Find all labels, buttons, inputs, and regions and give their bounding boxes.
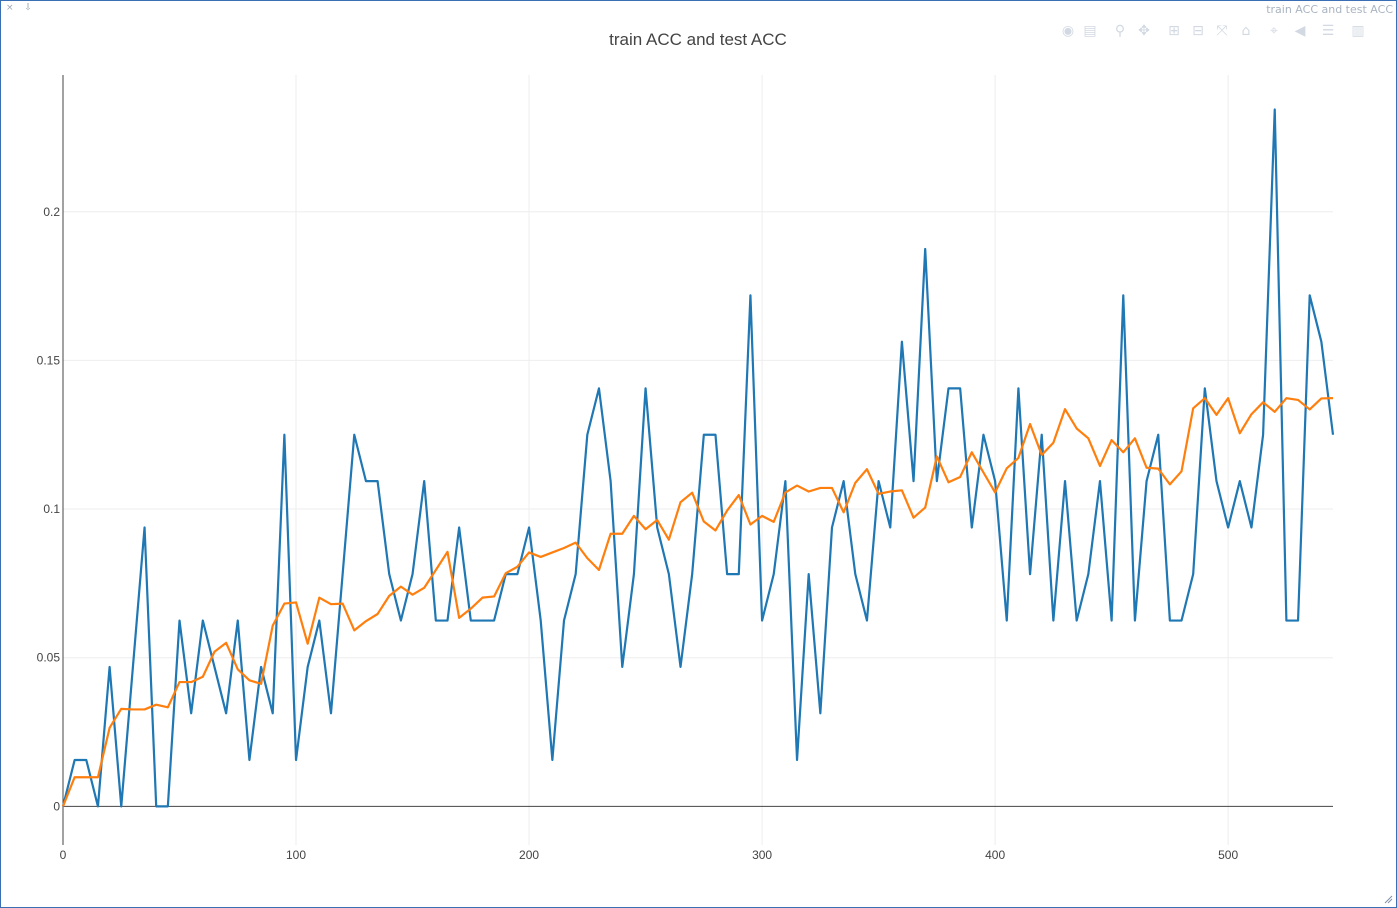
series-layer[interactable] [61, 108, 1335, 808]
y-tick-label: 0.05 [37, 651, 61, 665]
hover-closest-icon[interactable]: ◀ [1294, 23, 1306, 39]
zoom-out-icon[interactable]: ⊟ [1192, 23, 1204, 39]
y-tick-label: 0 [53, 799, 60, 813]
hover-compare-icon[interactable]: ☰ [1321, 23, 1335, 39]
camera-icon[interactable]: ◉ [1061, 23, 1075, 39]
x-tick-label: 300 [752, 848, 772, 862]
window-title: train ACC and test ACC [1266, 3, 1393, 16]
resize-grip-icon[interactable] [1383, 894, 1393, 904]
plotly-logo-icon[interactable]: ▥ [1351, 23, 1365, 39]
y-tick-label: 0.15 [37, 353, 61, 367]
zoom-in-icon[interactable]: ⊞ [1168, 23, 1180, 39]
x-tick-label: 0 [60, 848, 67, 862]
spike-lines-icon[interactable]: ⌖ [1270, 23, 1278, 39]
modebar-toolbar: ◉ ▤ ⚲ ✥ ⊞ ⊟ ⤧ ⌂ ⌖ ◀ ☰ ▥ [1059, 20, 1389, 42]
save-icon[interactable]: ▤ [1083, 23, 1097, 39]
series-line-2[interactable] [61, 397, 1334, 807]
y-tick-label: 0.1 [43, 502, 60, 516]
x-tick-label: 500 [1218, 848, 1238, 862]
x-tick-label: 400 [985, 848, 1005, 862]
reset-axes-icon[interactable]: ⌂ [1241, 23, 1251, 39]
chart-title: train ACC and test ACC [609, 30, 787, 49]
grid-lines [63, 75, 1333, 845]
x-tick-label: 200 [519, 848, 539, 862]
pan-icon[interactable]: ✥ [1138, 23, 1150, 39]
tick-labels: 0 100 200 300 400 500 0 0.05 0.1 0.15 0.2 [37, 205, 1239, 862]
y-tick-label: 0.2 [43, 205, 60, 219]
autoscale-icon[interactable]: ⤧ [1216, 23, 1228, 39]
axes [62, 75, 1333, 845]
zoom-icon[interactable]: ⚲ [1114, 23, 1126, 39]
window-controls[interactable]: × ⇩ [6, 3, 36, 13]
x-tick-label: 100 [286, 848, 306, 862]
